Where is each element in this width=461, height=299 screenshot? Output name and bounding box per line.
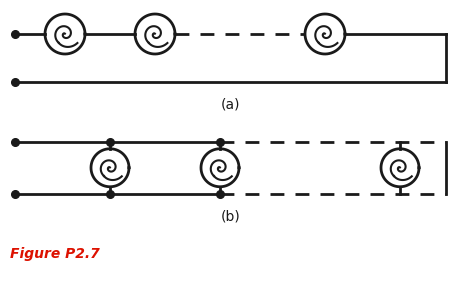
Text: (b): (b) — [221, 210, 240, 223]
Text: Figure P2.7: Figure P2.7 — [10, 247, 100, 261]
Text: (a): (a) — [221, 98, 240, 112]
